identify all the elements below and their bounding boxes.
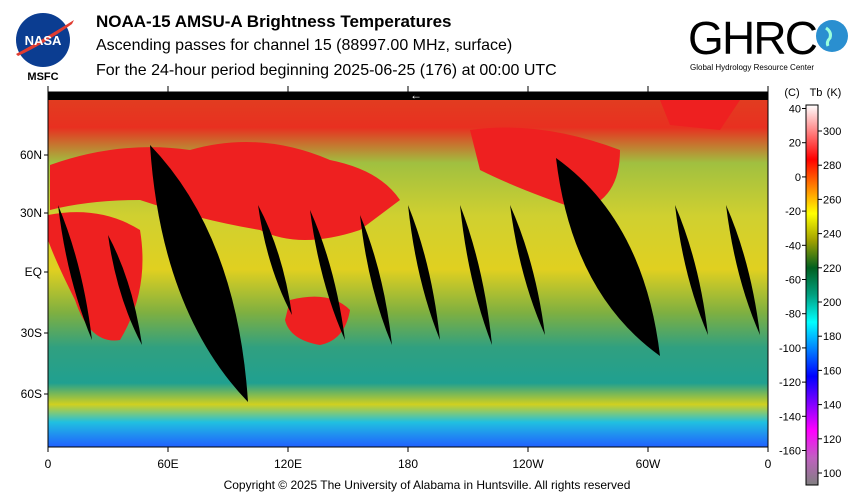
swath-gap xyxy=(510,205,545,335)
ghrc-logo: GHRC Global Hydrology Resource Center xyxy=(688,12,848,72)
swath-gap xyxy=(360,215,392,345)
ghrc-label: GHRC xyxy=(688,12,818,64)
kelvin-tick: 140 xyxy=(823,400,841,412)
celsius-tick: -40 xyxy=(785,240,801,252)
swath-gap xyxy=(556,158,660,356)
kelvin-tick: 200 xyxy=(823,297,841,309)
period-label: For the 24-hour period beginning 2025-06… xyxy=(96,62,557,79)
celsius-tick: -120 xyxy=(779,377,801,389)
ghrc-full-name: Global Hydrology Resource Center xyxy=(690,63,814,72)
celsius-tick: -100 xyxy=(779,343,801,355)
kelvin-tick: 300 xyxy=(823,126,841,138)
kelvin-tick: 260 xyxy=(823,194,841,206)
swath-gap xyxy=(150,145,248,402)
swath-gap xyxy=(58,205,92,340)
kelvin-tick: 280 xyxy=(823,160,841,172)
colorbar-header: (K) xyxy=(827,87,842,99)
celsius-tick: 0 xyxy=(795,172,801,184)
swath-gap xyxy=(108,235,142,345)
celsius-tick: -160 xyxy=(779,446,801,458)
kelvin-tick: 100 xyxy=(823,468,841,480)
swath-gap xyxy=(675,205,708,335)
swath-gap xyxy=(408,205,440,340)
celsius-tick: -80 xyxy=(785,309,801,321)
celsius-tick: 40 xyxy=(789,104,801,116)
swath-gap xyxy=(258,205,292,315)
swath-gap xyxy=(726,205,760,335)
lat-label: 60N xyxy=(20,148,42,162)
nasa-logo: NASA MSFC xyxy=(16,13,74,82)
lat-label: 30N xyxy=(20,206,42,220)
lon-label: 0 xyxy=(765,457,772,471)
colorbar-header: (C) xyxy=(784,87,799,99)
chart-title: NOAA-15 AMSU-A Brightness Temperatures xyxy=(96,12,452,31)
lon-label: 120E xyxy=(274,457,302,471)
swath-gap xyxy=(310,210,345,340)
subtitle: Ascending passes for channel 15 (88997.0… xyxy=(96,37,513,54)
lon-label: 0 xyxy=(45,457,52,471)
kelvin-tick: 120 xyxy=(823,434,841,446)
svg-text:NASA: NASA xyxy=(25,33,62,48)
celsius-tick: -20 xyxy=(785,206,801,218)
colorbar-header: Tb xyxy=(810,87,823,99)
lon-label: 120W xyxy=(512,457,544,471)
kelvin-tick: 220 xyxy=(823,263,841,275)
celsius-tick: 20 xyxy=(789,138,801,150)
lon-label: 180 xyxy=(398,457,418,471)
lat-label: 30S xyxy=(21,326,42,340)
nasa-center-label: MSFC xyxy=(27,71,58,82)
swath-gap xyxy=(460,205,492,345)
celsius-tick: -60 xyxy=(785,275,801,287)
map-axes: 60N 30N EQ 30S 60S 0 60E 120E 180 120W 60W 0 xyxy=(20,86,772,471)
colorbar-gradient xyxy=(805,104,819,486)
kelvin-tick: 240 xyxy=(823,229,841,241)
copyright: Copyright © 2025 The University of Alaba… xyxy=(223,478,631,492)
lon-label: 60W xyxy=(636,457,661,471)
lon-label: 60E xyxy=(157,457,178,471)
lat-label: 60S xyxy=(21,387,42,401)
missing-data-swaths xyxy=(58,145,760,402)
lat-label: EQ xyxy=(25,265,42,279)
kelvin-tick: 160 xyxy=(823,365,841,377)
celsius-tick: -140 xyxy=(779,411,801,423)
colorbar: (C) Tb (K)30028026024022020018016014012010… xyxy=(779,87,842,486)
direction-arrow: ← xyxy=(410,88,422,102)
kelvin-tick: 180 xyxy=(823,331,841,343)
